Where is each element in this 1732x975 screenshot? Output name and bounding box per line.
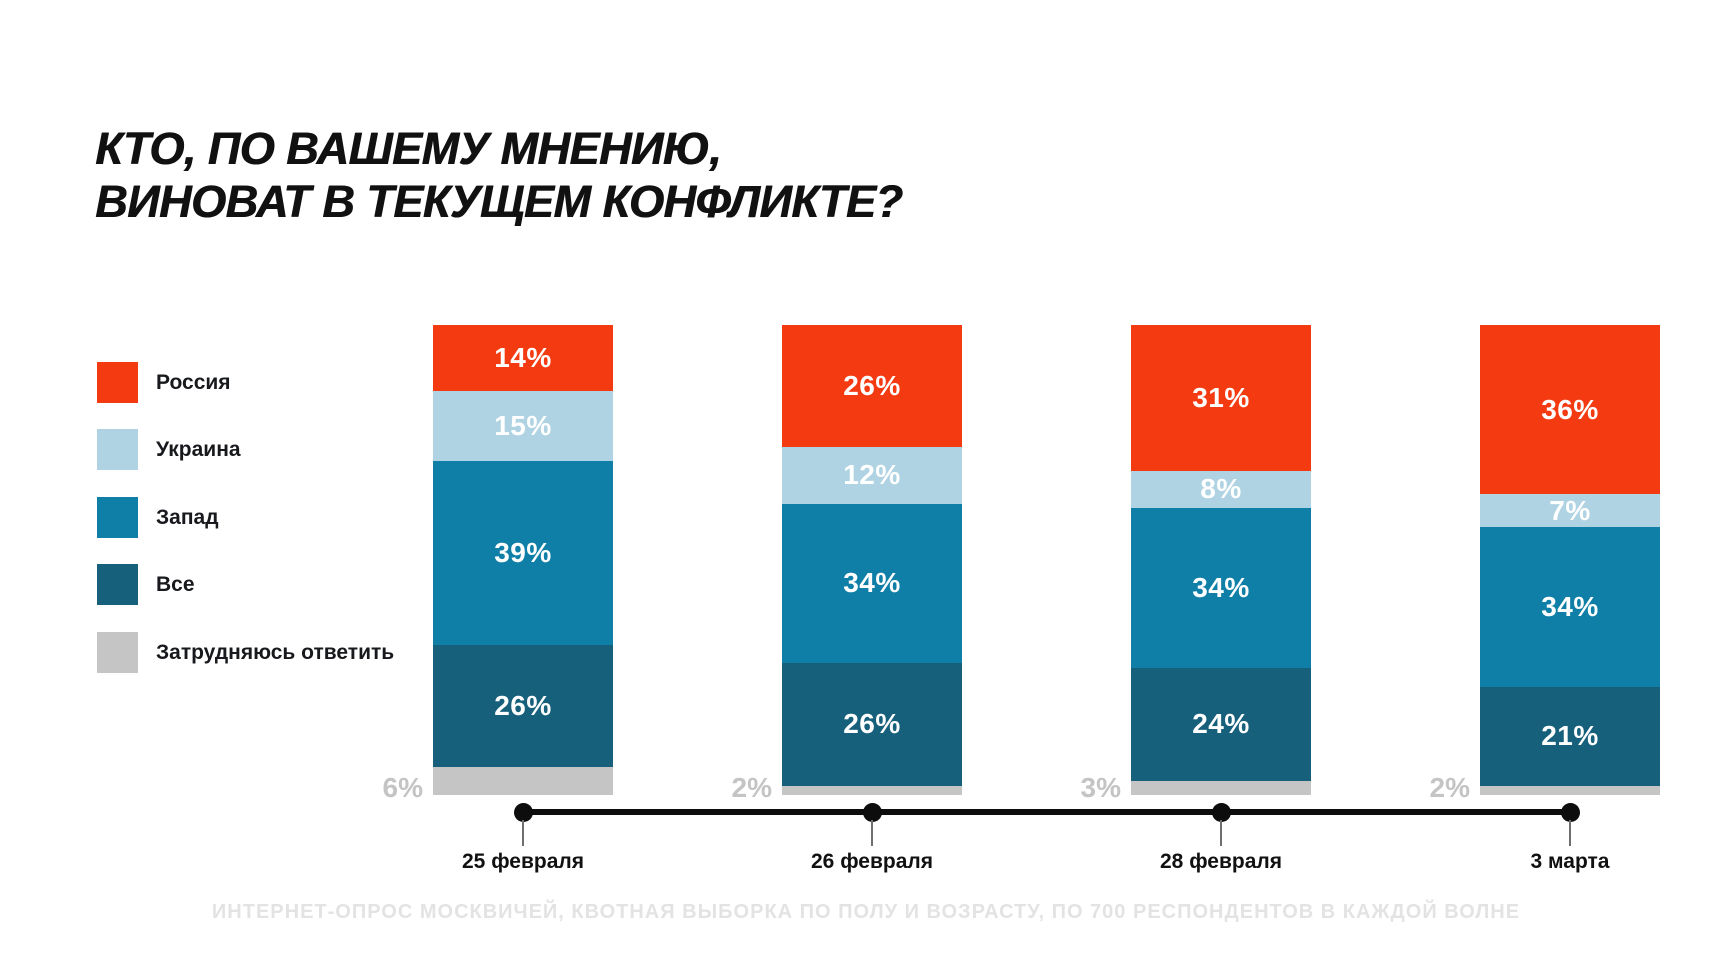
timeline-dot-1 xyxy=(513,802,533,822)
chart-title: КТО, ПО ВАШЕМУ МНЕНИЮ, ВИНОВАТ В ТЕКУЩЕМ… xyxy=(95,122,903,228)
footnote: ИНТЕРНЕТ-ОПРОС МОСКВИЧЕЙ, КВОТНАЯ ВЫБОРК… xyxy=(211,901,1521,923)
legend-item-ukraine: Украина xyxy=(97,429,241,470)
segment-ukraine: 15% xyxy=(433,390,613,462)
legend-item-russia: Россия xyxy=(97,362,231,403)
chart-title-line2: ВИНОВАТ В ТЕКУЩЕМ КОНФЛИКТЕ? xyxy=(95,176,903,228)
value-label-russia: 31% xyxy=(1192,381,1250,413)
legend-label-west: Запад xyxy=(156,505,219,529)
segment-undecided: 2% xyxy=(1430,773,1660,801)
value-label-outside-undecided: 2% xyxy=(1429,771,1470,803)
segment-all: 26% xyxy=(433,644,613,767)
value-label-outside-undecided: 3% xyxy=(1080,771,1121,803)
value-label-west: 39% xyxy=(494,536,552,568)
timeline-dot-4 xyxy=(1560,802,1580,822)
legend-label-russia: Россия xyxy=(156,370,231,394)
stacked-bar-3: 31% 8% 34% 24% 3% xyxy=(1081,325,1311,801)
date-label-2: 26 февраля xyxy=(811,850,933,873)
timeline-dot-2 xyxy=(862,802,882,822)
date-label-1: 25 февраля xyxy=(462,850,584,873)
legend-label-all: Все xyxy=(156,572,195,596)
segment-undecided: 3% xyxy=(1081,773,1311,801)
value-label-ukraine: 8% xyxy=(1200,473,1242,505)
value-label-ukraine: 7% xyxy=(1549,494,1591,526)
value-label-ukraine: 12% xyxy=(843,459,901,491)
segment-west: 34% xyxy=(782,503,962,664)
segment-ukraine: 12% xyxy=(782,447,962,504)
timeline-tick-4 xyxy=(1569,820,1571,846)
segment-west: 34% xyxy=(1131,508,1311,669)
legend-item-all: Все xyxy=(97,564,195,605)
value-label-all: 26% xyxy=(843,708,901,740)
value-label-outside-undecided: 6% xyxy=(382,771,423,803)
segment-undecided: 2% xyxy=(732,773,962,801)
segment-russia: 36% xyxy=(1480,325,1660,495)
segment-russia: 26% xyxy=(782,325,962,448)
legend-label-ukraine: Украина xyxy=(156,437,241,461)
timeline-tick-3 xyxy=(1220,820,1222,846)
segment-undecided: 6% xyxy=(383,766,613,801)
segment-west: 39% xyxy=(433,461,613,645)
segment-all: 24% xyxy=(1131,668,1311,781)
segment-ukraine: 8% xyxy=(1131,470,1311,509)
value-label-west: 34% xyxy=(1541,590,1599,622)
value-label-west: 34% xyxy=(843,567,901,599)
date-label-4: 3 марта xyxy=(1530,850,1610,873)
chart-title-line1: КТО, ПО ВАШЕМУ МНЕНИЮ, xyxy=(95,123,722,174)
value-label-all: 26% xyxy=(494,689,552,721)
value-label-all: 24% xyxy=(1192,708,1250,740)
timeline-line xyxy=(523,809,1570,815)
segment-all: 26% xyxy=(782,663,962,786)
timeline-tick-2 xyxy=(871,820,873,846)
stacked-bar-4: 36% 7% 34% 21% 2% xyxy=(1430,325,1660,801)
legend-label-undecided: Затрудняюсь ответить xyxy=(156,640,395,664)
legend-swatch-all xyxy=(97,564,138,605)
legend-swatch-russia xyxy=(97,362,138,403)
stacked-bar-1: 14% 15% 39% 26% 6% xyxy=(383,325,613,801)
timeline-tick-1 xyxy=(522,820,524,846)
timeline-dot-3 xyxy=(1211,802,1231,822)
segment-all: 21% xyxy=(1480,686,1660,786)
legend-swatch-west xyxy=(97,497,138,538)
value-label-russia: 36% xyxy=(1541,393,1599,425)
segment-russia: 31% xyxy=(1131,325,1311,471)
value-label-ukraine: 15% xyxy=(494,410,552,442)
value-label-russia: 14% xyxy=(494,341,552,373)
legend-swatch-ukraine xyxy=(97,429,138,470)
segment-russia: 14% xyxy=(433,325,613,391)
value-label-west: 34% xyxy=(1192,572,1250,604)
date-label-3: 28 февраля xyxy=(1160,850,1282,873)
legend-swatch-undecided xyxy=(97,632,138,673)
segment-ukraine: 7% xyxy=(1480,494,1660,528)
segment-west: 34% xyxy=(1480,527,1660,687)
value-label-all: 21% xyxy=(1541,720,1599,752)
value-label-outside-undecided: 2% xyxy=(731,771,772,803)
value-label-russia: 26% xyxy=(843,370,901,402)
stacked-bar-2: 26% 12% 34% 26% 2% xyxy=(732,325,962,801)
legend-item-undecided: Затрудняюсь ответить xyxy=(97,632,394,673)
legend-item-west: Запад xyxy=(97,497,219,538)
